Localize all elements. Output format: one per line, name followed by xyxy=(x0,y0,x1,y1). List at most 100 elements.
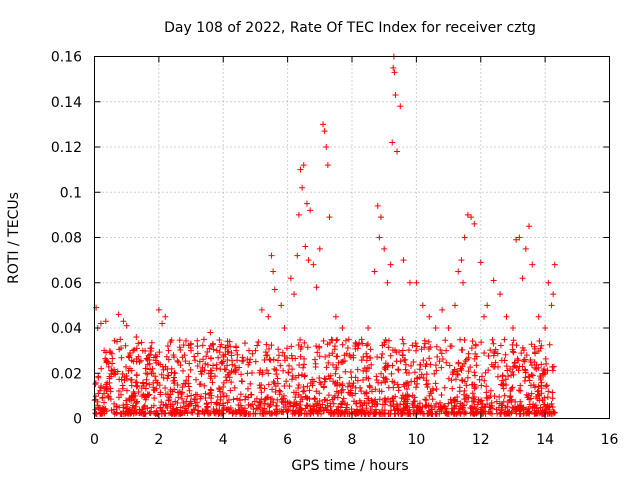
baseline-point xyxy=(438,350,445,357)
baseline-point xyxy=(412,384,419,391)
baseline-point xyxy=(491,363,498,370)
data-point xyxy=(519,275,526,282)
baseline-point xyxy=(128,376,135,383)
baseline-point xyxy=(508,398,515,405)
y-tick-label: 0.12 xyxy=(51,140,82,156)
data-point xyxy=(352,343,359,350)
baseline-point xyxy=(312,396,319,403)
baseline-point xyxy=(98,365,105,372)
baseline-point xyxy=(462,357,469,364)
baseline-point xyxy=(207,355,214,362)
baseline-point xyxy=(501,336,508,343)
baseline-point xyxy=(95,390,102,397)
baseline-point xyxy=(199,342,206,349)
baseline-point xyxy=(447,396,454,403)
baseline-point xyxy=(334,336,341,343)
baseline-point xyxy=(274,357,281,364)
baseline-point xyxy=(472,384,479,391)
baseline-point xyxy=(330,378,337,385)
baseline-point xyxy=(381,401,388,408)
data-point xyxy=(339,325,346,331)
baseline-point xyxy=(328,409,335,416)
baseline-point xyxy=(175,394,182,401)
data-point xyxy=(384,279,391,286)
baseline-point xyxy=(377,410,384,417)
baseline-point xyxy=(499,373,506,380)
y-axis-label: ROTI / TECUs xyxy=(6,192,22,284)
baseline-point xyxy=(443,359,450,366)
data-point xyxy=(445,325,452,331)
baseline-point xyxy=(329,350,336,357)
baseline-point xyxy=(507,387,514,394)
baseline-point xyxy=(438,407,445,414)
baseline-point xyxy=(416,404,423,411)
baseline-point xyxy=(99,395,106,402)
baseline-point xyxy=(259,406,266,413)
baseline-point xyxy=(279,395,286,402)
data-point xyxy=(503,313,510,320)
baseline-point xyxy=(457,365,464,372)
baseline-point xyxy=(387,352,394,359)
baseline-point xyxy=(128,357,135,364)
baseline-point xyxy=(380,374,387,381)
baseline-point xyxy=(191,406,198,413)
data-point xyxy=(278,302,285,309)
baseline-point xyxy=(138,385,145,392)
data-point xyxy=(371,268,378,275)
baseline-point xyxy=(255,339,262,346)
baseline-point xyxy=(441,384,448,391)
baseline-point xyxy=(306,387,313,394)
baseline-point xyxy=(422,403,429,410)
baseline-point xyxy=(117,410,124,417)
data-point xyxy=(302,243,309,250)
baseline-point xyxy=(230,396,237,403)
baseline-point xyxy=(342,400,349,407)
baseline-point xyxy=(411,408,418,415)
data-point xyxy=(152,352,159,359)
data-point xyxy=(439,306,446,313)
baseline-point xyxy=(236,409,243,416)
baseline-point xyxy=(315,410,322,417)
baseline-point xyxy=(408,362,415,369)
baseline-point xyxy=(273,402,280,409)
baseline-point xyxy=(177,404,184,411)
baseline-point xyxy=(482,404,489,411)
baseline-point xyxy=(394,381,401,388)
baseline-point xyxy=(497,342,504,349)
baseline-point xyxy=(263,409,270,416)
baseline-point xyxy=(483,383,490,390)
baseline-point xyxy=(410,358,417,365)
data-point xyxy=(226,338,233,345)
baseline-point xyxy=(538,342,545,349)
baseline-point xyxy=(549,367,556,374)
data-point xyxy=(101,347,108,354)
data-point xyxy=(400,257,407,264)
data-point xyxy=(516,234,523,241)
baseline-point xyxy=(507,366,514,373)
baseline-point xyxy=(361,399,368,406)
baseline-point xyxy=(366,354,373,361)
baseline-point xyxy=(338,410,345,417)
baseline-point xyxy=(106,375,113,382)
baseline-point xyxy=(500,380,507,387)
baseline-point xyxy=(326,352,333,359)
baseline-point xyxy=(291,402,298,409)
baseline-point xyxy=(439,355,446,362)
data-point xyxy=(480,313,487,320)
baseline-point xyxy=(521,410,528,417)
baseline-point xyxy=(200,410,207,417)
baseline-point xyxy=(136,410,143,417)
baseline-point xyxy=(541,408,548,415)
baseline-point xyxy=(183,377,190,384)
baseline-point xyxy=(118,354,125,361)
baseline-point xyxy=(312,363,319,370)
baseline-point xyxy=(252,358,259,365)
data-point xyxy=(320,121,327,128)
baseline-point xyxy=(166,394,173,401)
data-point xyxy=(162,313,169,320)
baseline-point xyxy=(194,362,201,369)
baseline-point xyxy=(448,409,455,416)
baseline-point xyxy=(302,393,309,400)
baseline-point xyxy=(322,396,329,403)
data-point xyxy=(452,302,458,309)
